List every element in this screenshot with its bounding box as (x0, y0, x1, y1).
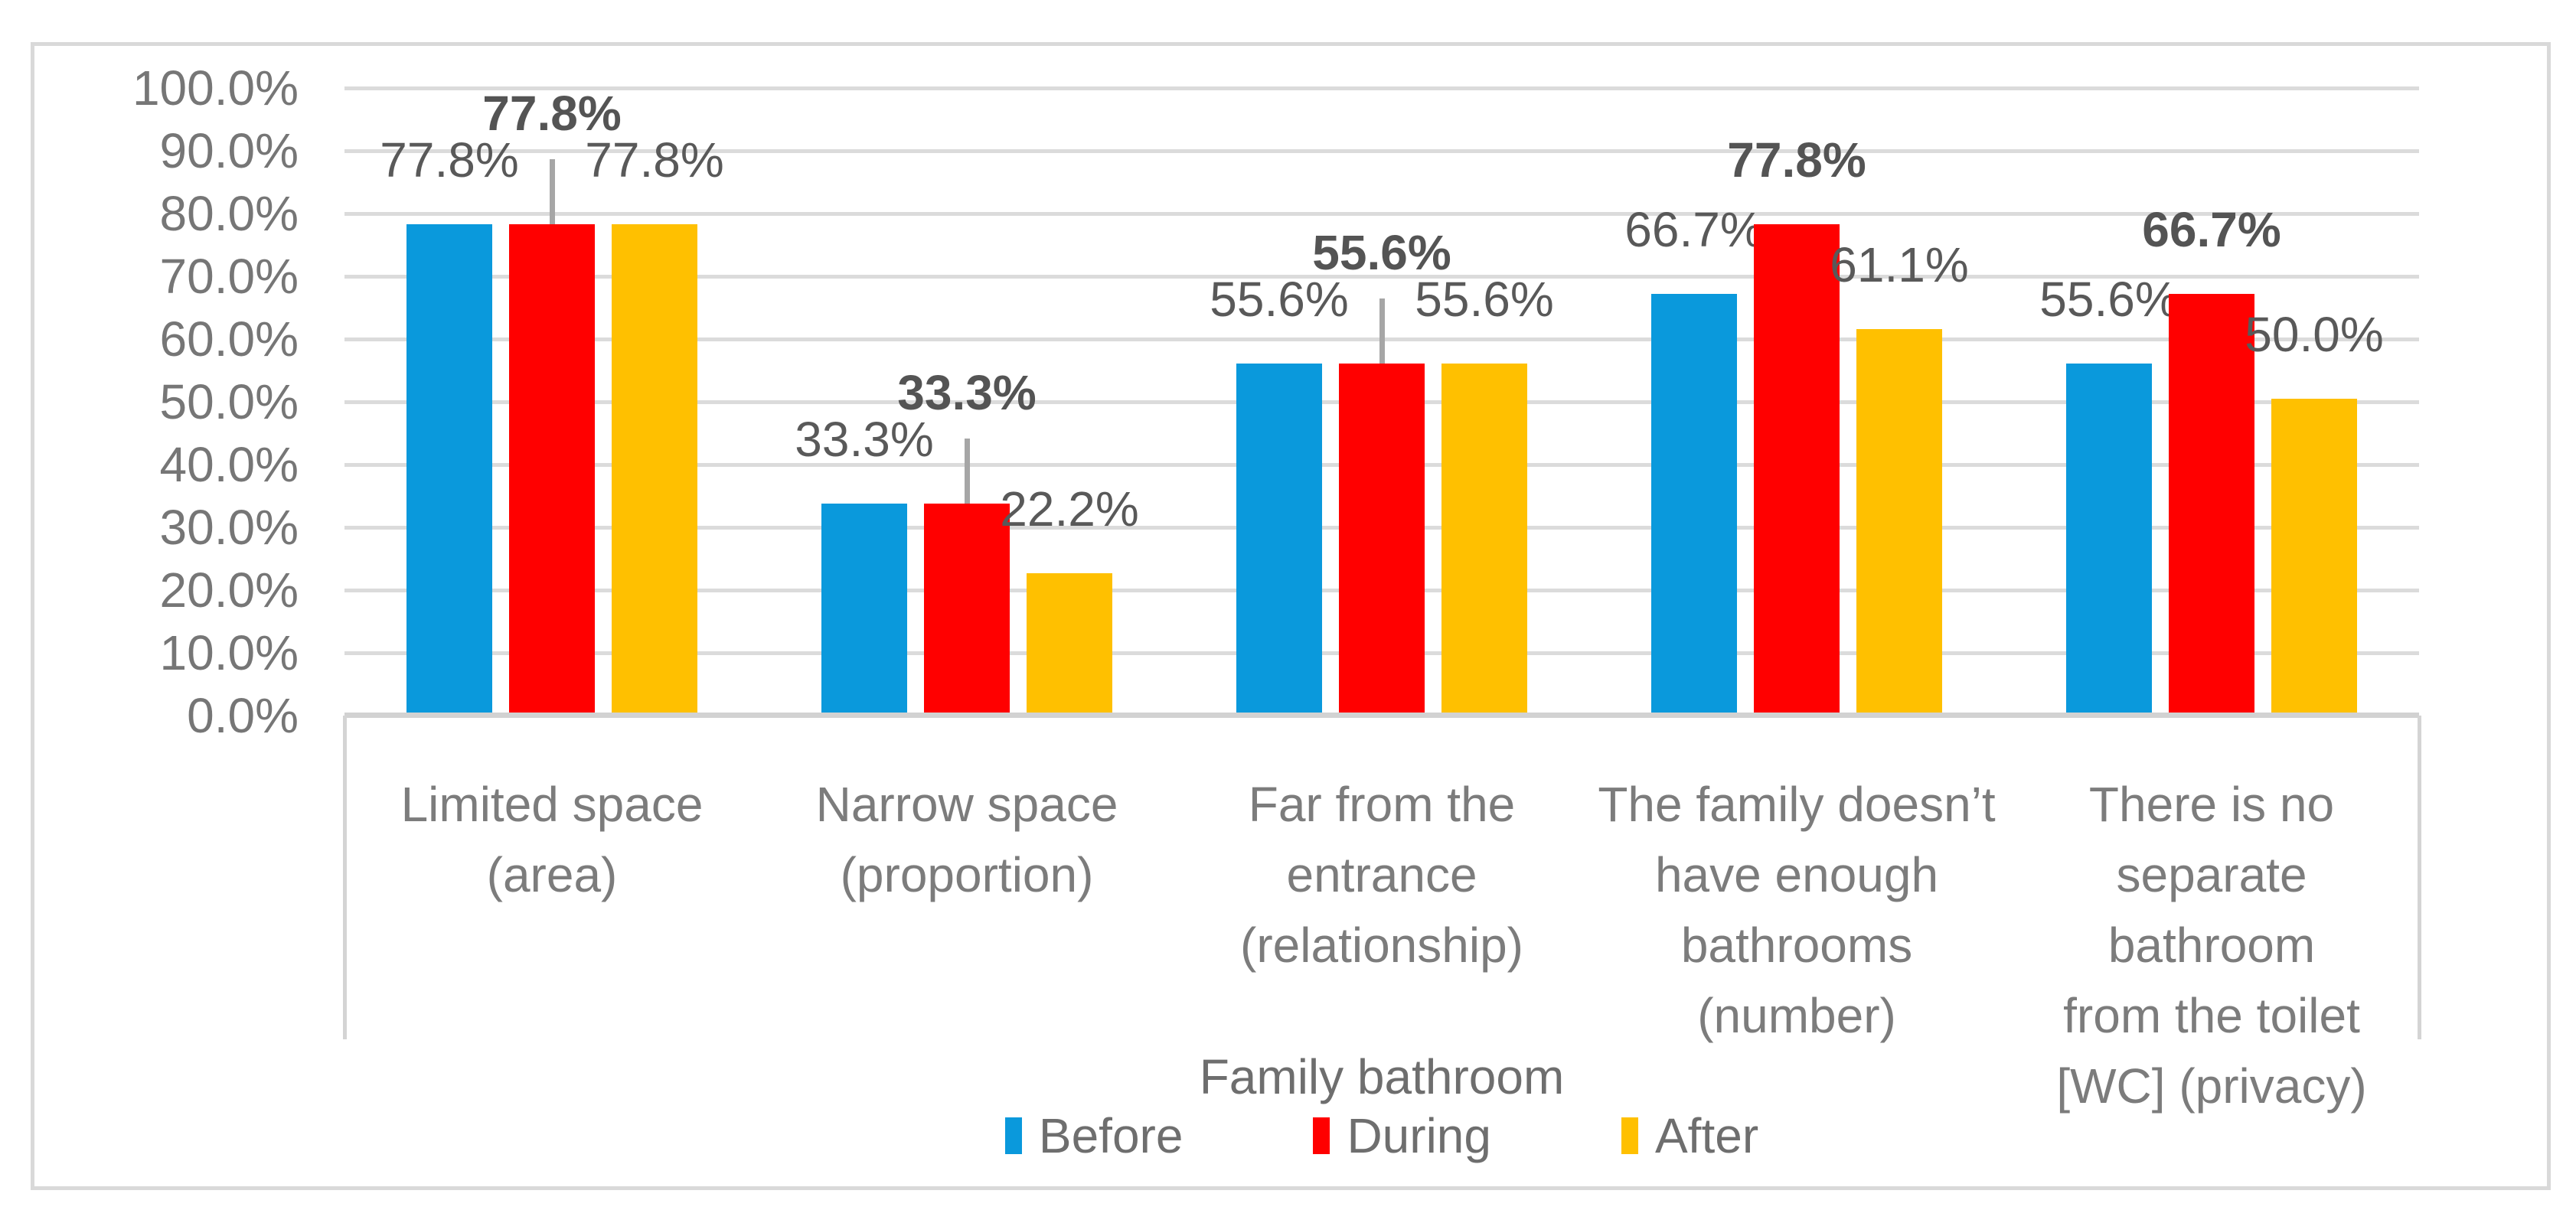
legend-item-during: During (1313, 1108, 1491, 1163)
category-label-5: There is no separate bathroom from the t… (2056, 777, 2367, 1114)
y-axis-tick-label: 40.0% (159, 437, 299, 492)
y-axis-tick-label: 30.0% (159, 500, 299, 555)
axis-boundary-left (343, 716, 347, 1039)
bar-before-2 (821, 503, 907, 713)
legend-item-before: Before (1004, 1108, 1184, 1163)
axis-boundary-right (2418, 716, 2421, 1039)
bar-before-3 (1236, 364, 1322, 713)
data-label-after-3: 55.6% (1415, 272, 1554, 328)
legend-label: Before (1038, 1108, 1184, 1163)
bar-during-2 (924, 503, 1010, 713)
gridline-70 (344, 275, 2419, 279)
y-axis-tick-label: 60.0% (159, 311, 299, 367)
y-axis-tick-label: 90.0% (159, 123, 299, 178)
bar-after-1 (612, 224, 697, 713)
y-axis-tick-label: 0.0% (187, 688, 299, 743)
legend-label: After (1654, 1108, 1759, 1163)
data-label-during-4: 77.8% (1727, 132, 1866, 188)
gridline-90 (344, 149, 2419, 153)
bar-after-2 (1027, 572, 1112, 713)
legend: Before During After (344, 1108, 2419, 1163)
category-label-4: The family doesn’t have enough bathrooms… (1598, 777, 1996, 1043)
data-label-during-3: 55.6% (1312, 225, 1451, 281)
legend-label: During (1347, 1108, 1491, 1163)
data-label-after-5: 50.0% (2245, 307, 2384, 362)
bar-before-1 (406, 224, 492, 713)
leader-line-3 (1379, 298, 1385, 364)
y-axis-tick-label: 50.0% (159, 374, 299, 429)
legend-swatch-before (1004, 1117, 1022, 1154)
data-label-after-1: 77.8% (585, 132, 724, 188)
y-axis-tick-label: 100.0% (132, 60, 299, 116)
legend-swatch-during (1313, 1117, 1330, 1154)
data-label-during-2: 33.3% (897, 364, 1037, 420)
leader-line-2 (965, 438, 970, 504)
category-label-1: Limited space (area) (400, 777, 704, 902)
bar-during-4 (1754, 224, 1840, 713)
data-label-after-4: 61.1% (1830, 236, 1969, 292)
bar-after-4 (1856, 328, 1942, 713)
bar-before-4 (1651, 294, 1737, 713)
category-label-3: Far from the entrance (relationship) (1240, 777, 1523, 973)
data-label-before-5: 55.6% (2039, 272, 2179, 328)
leader-line-1 (550, 159, 555, 225)
data-label-during-5: 66.7% (2142, 202, 2281, 258)
legend-item-after: After (1621, 1108, 1758, 1163)
category-label-2: Narrow space (proportion) (815, 777, 1118, 902)
gridline-80 (344, 212, 2419, 216)
bar-after-5 (2271, 399, 2357, 713)
bar-during-5 (2169, 294, 2254, 713)
data-label-before-4: 66.7% (1624, 202, 1764, 258)
data-label-before-2: 33.3% (795, 411, 934, 467)
bar-during-1 (509, 224, 595, 713)
x-axis-title: Family bathroom (1199, 1049, 1565, 1104)
y-axis-tick-label: 20.0% (159, 563, 299, 618)
data-label-before-1: 77.8% (380, 132, 519, 188)
y-axis-tick-label: 10.0% (159, 625, 299, 680)
gridline-100 (344, 86, 2419, 90)
bar-during-3 (1339, 364, 1425, 713)
bar-after-3 (1441, 364, 1527, 713)
x-axis-line (344, 713, 2419, 718)
data-label-during-1: 77.8% (482, 86, 622, 142)
legend-swatch-after (1621, 1117, 1638, 1154)
data-label-before-3: 55.6% (1210, 272, 1349, 328)
data-label-after-2: 22.2% (1000, 481, 1139, 536)
y-axis-tick-label: 80.0% (159, 186, 299, 241)
y-axis-tick-label: 70.0% (159, 249, 299, 304)
bar-before-5 (2066, 364, 2152, 713)
